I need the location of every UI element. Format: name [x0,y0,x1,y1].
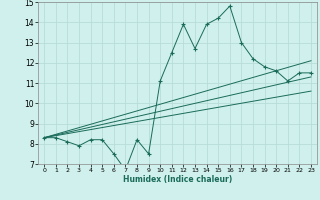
X-axis label: Humidex (Indice chaleur): Humidex (Indice chaleur) [123,175,232,184]
